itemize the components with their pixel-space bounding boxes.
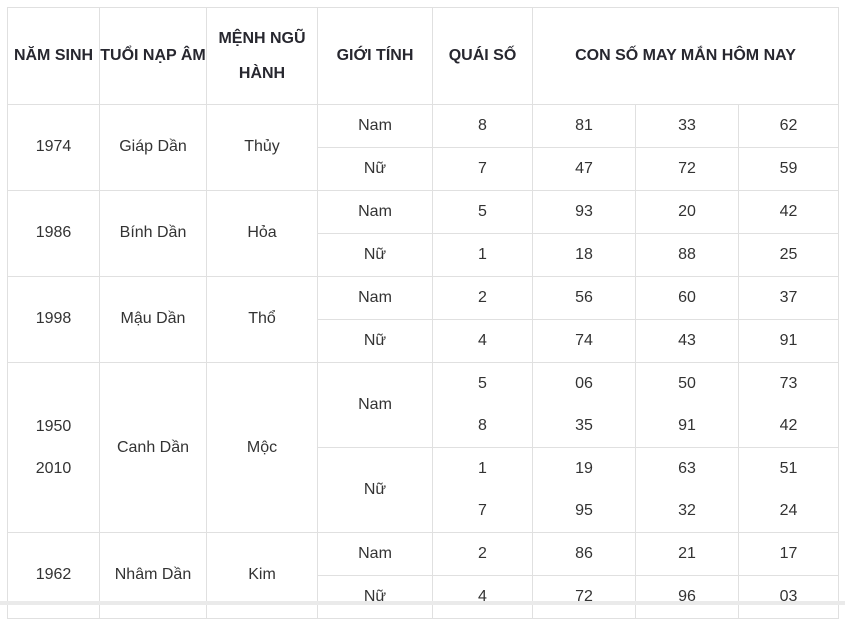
tuoi-cell: Nhâm Dần <box>99 532 207 619</box>
gender-cell: Nữ <box>317 575 433 619</box>
table-row-nam: 1998 Mậu Dần Thổ Nam 2 56 60 37 <box>7 276 839 363</box>
quai-so-cell: 7 <box>432 147 533 191</box>
gender-cell: Nam <box>317 362 433 448</box>
lucky-number-cell: 42 <box>738 190 839 234</box>
gender-cell: Nam <box>317 276 433 320</box>
menh-cell: Mộc <box>206 362 318 533</box>
col-header-quai-so: QUÁI SỐ <box>432 7 533 105</box>
lucky-number-cell: 73 42 <box>738 362 839 448</box>
lucky-numbers-table: NĂM SINH TUỔI NẠP ÂM MỆNH NGŨ HÀNH GIỚI … <box>7 7 839 619</box>
quai-so-cell: 1 7 <box>432 447 533 533</box>
lucky-number-cell: 20 <box>635 190 739 234</box>
lucky-number-cell: 06 35 <box>532 362 636 448</box>
year-cell: 1950 2010 <box>7 362 100 533</box>
gender-cell: Nữ <box>317 447 433 533</box>
table-row-nam: 1950 2010 Canh Dần Mộc Nam 5 8 06 35 50 … <box>7 362 839 533</box>
lucky-number-cell: 86 <box>532 532 636 576</box>
tuoi-cell: Bính Dần <box>99 190 207 277</box>
lucky-number-cell: 19 95 <box>532 447 636 533</box>
menh-cell: Hỏa <box>206 190 318 277</box>
gender-cell: Nữ <box>317 319 433 363</box>
year-cell: 1962 <box>7 532 100 619</box>
year-cell: 1974 <box>7 104 100 191</box>
lucky-number-cell: 63 32 <box>635 447 739 533</box>
lucky-number-cell: 47 <box>532 147 636 191</box>
lucky-number-cell: 25 <box>738 233 839 277</box>
quai-so-cell: 2 <box>432 532 533 576</box>
gender-cell: Nam <box>317 190 433 234</box>
table-row-nu: Nữ 4 74 43 91 <box>8 319 839 363</box>
lucky-number-cell: 74 <box>532 319 636 363</box>
year-cell: 1986 <box>7 190 100 277</box>
lucky-number-cell: 60 <box>635 276 739 320</box>
table-row-nam: 1986 Bính Dần Hỏa Nam 5 93 20 42 <box>7 190 839 277</box>
year-cell: 1998 <box>7 276 100 363</box>
lucky-number-cell: 56 <box>532 276 636 320</box>
lucky-number-cell: 62 <box>738 104 839 148</box>
tuoi-cell: Giáp Dần <box>99 104 207 191</box>
lucky-number-cell: 93 <box>532 190 636 234</box>
quai-so-cell: 1 <box>432 233 533 277</box>
menh-cell: Kim <box>206 532 318 619</box>
col-header-nam-sinh: NĂM SINH <box>7 7 100 105</box>
gender-cell: Nữ <box>317 147 433 191</box>
quai-so-cell: 4 <box>432 319 533 363</box>
menh-cell: Thủy <box>206 104 318 191</box>
lucky-number-cell: 33 <box>635 104 739 148</box>
page-bottom-edge <box>0 601 845 605</box>
lucky-number-cell: 59 <box>738 147 839 191</box>
lucky-number-cell: 18 <box>532 233 636 277</box>
lucky-number-cell: 72 <box>635 147 739 191</box>
lucky-numbers-table-container: NĂM SINH TUỔI NẠP ÂM MỆNH NGŨ HÀNH GIỚI … <box>7 7 839 619</box>
lucky-number-cell: 50 91 <box>635 362 739 448</box>
lucky-number-cell: 51 24 <box>738 447 839 533</box>
table-row-nu: Nữ 7 47 72 59 <box>8 147 839 191</box>
gender-cell: Nam <box>317 532 433 576</box>
col-header-tuoi-nap-am: TUỔI NẠP ÂM <box>99 7 207 105</box>
quai-so-cell: 5 <box>432 190 533 234</box>
lucky-number-cell: 21 <box>635 532 739 576</box>
quai-so-cell: 5 8 <box>432 362 533 448</box>
lucky-number-cell: 03 <box>738 575 839 619</box>
lucky-number-cell: 91 <box>738 319 839 363</box>
table-row-nu: Nữ 1 7 19 95 63 32 51 24 <box>8 447 839 533</box>
quai-so-cell: 4 <box>432 575 533 619</box>
lucky-number-cell: 96 <box>635 575 739 619</box>
lucky-number-cell: 72 <box>532 575 636 619</box>
header-row: NĂM SINH TUỔI NẠP ÂM MỆNH NGŨ HÀNH GIỚI … <box>7 7 839 105</box>
col-header-con-so-may-man: CON SỐ MAY MẮN HÔM NAY <box>532 7 839 105</box>
lucky-number-cell: 43 <box>635 319 739 363</box>
table-row-nam: 1974 Giáp Dần Thủy Nam 8 81 33 62 <box>7 104 839 191</box>
quai-so-cell: 8 <box>432 104 533 148</box>
lucky-number-cell: 17 <box>738 532 839 576</box>
col-header-gioi-tinh: GIỚI TÍNH <box>317 7 433 105</box>
gender-cell: Nữ <box>317 233 433 277</box>
table-row-nu: Nữ 1 18 88 25 <box>8 233 839 277</box>
lucky-number-cell: 81 <box>532 104 636 148</box>
gender-cell: Nam <box>317 104 433 148</box>
quai-so-cell: 2 <box>432 276 533 320</box>
table-row-nam: 1962 Nhâm Dần Kim Nam 2 86 21 17 <box>7 532 839 619</box>
tuoi-cell: Mậu Dần <box>99 276 207 363</box>
lucky-number-cell: 88 <box>635 233 739 277</box>
menh-cell: Thổ <box>206 276 318 363</box>
lucky-number-cell: 37 <box>738 276 839 320</box>
tuoi-cell: Canh Dần <box>99 362 207 533</box>
col-header-menh-ngu-hanh: MỆNH NGŨ HÀNH <box>206 7 318 105</box>
